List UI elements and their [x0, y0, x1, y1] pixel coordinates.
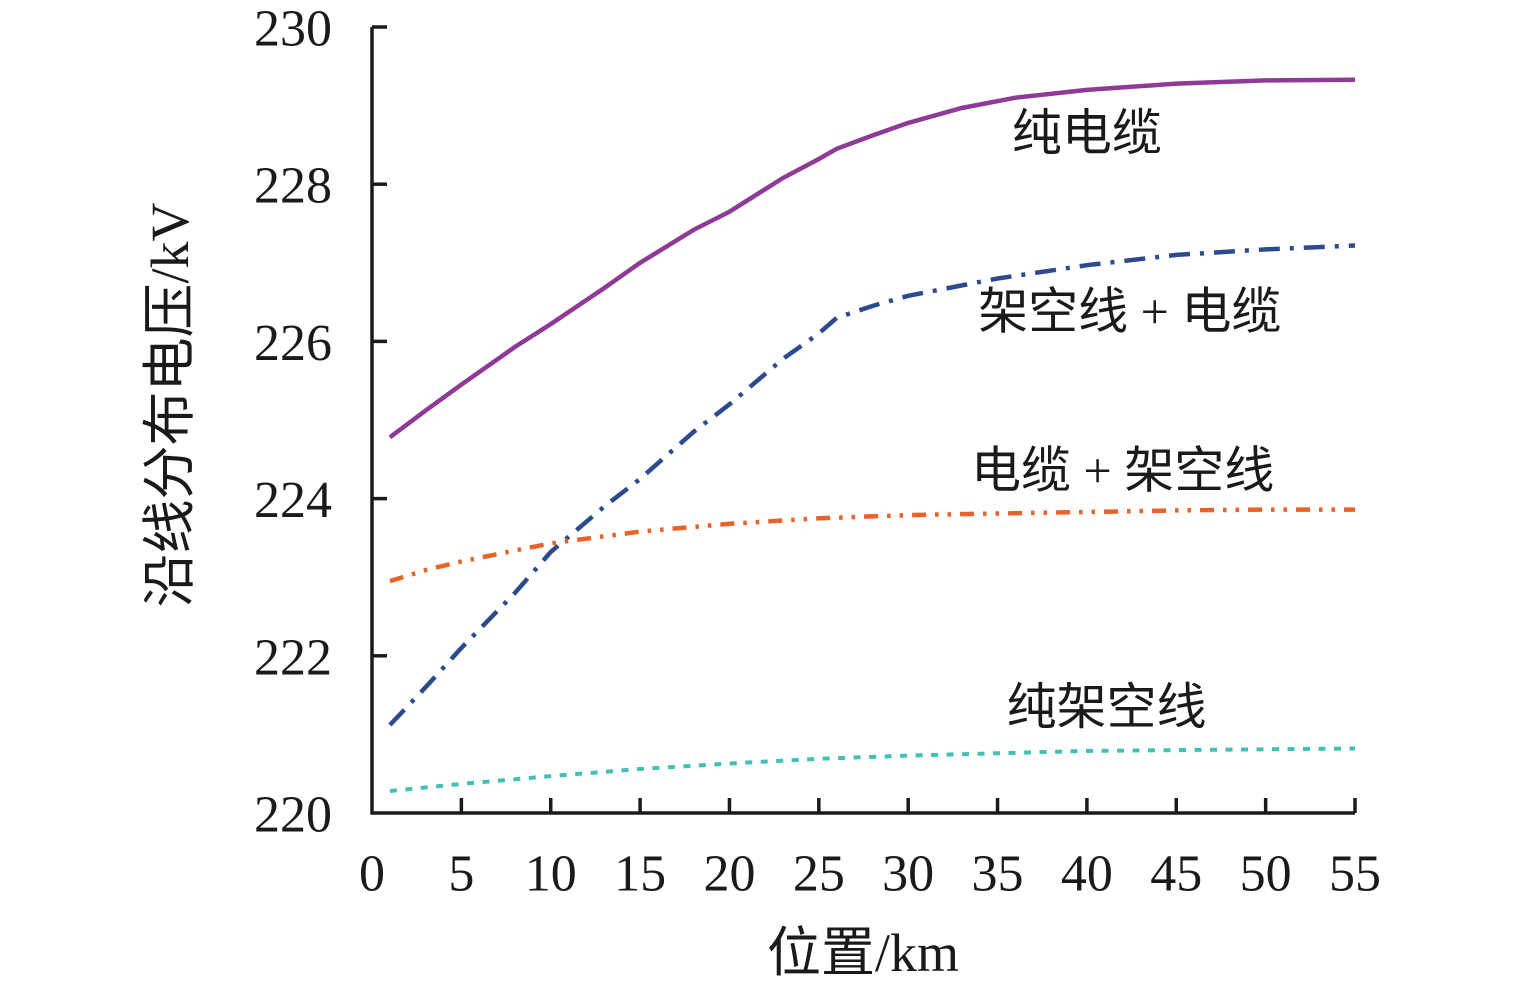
- y-tick-label: 230: [254, 1, 332, 58]
- x-tick-label: 20: [703, 846, 755, 903]
- x-axis-title: 位置/km: [767, 923, 959, 983]
- series-line-overhead-plus-cable: [388, 243, 1356, 727]
- x-tick-label: 15: [614, 846, 666, 903]
- series-line-pure-overhead: [389, 746, 1356, 793]
- y-tick-label: 228: [254, 158, 332, 215]
- y-tick-label: 224: [254, 472, 332, 529]
- x-tick-label: 35: [972, 846, 1024, 903]
- series-label-cable-plus-overhead: 电缆 + 架空线: [971, 442, 1274, 498]
- y-tick-label: 222: [254, 629, 332, 686]
- series-line-pure-cable: [388, 77, 1356, 440]
- x-tick-label: 40: [1061, 846, 1113, 903]
- x-tick-label: 0: [359, 846, 385, 903]
- series-label-overhead-plus-cable: 架空线 + 电缆: [978, 284, 1281, 340]
- series-line-cable-plus-overhead: [389, 507, 1355, 584]
- series-label-pure-overhead: 纯架空线: [1007, 679, 1207, 735]
- x-tick-label: 55: [1329, 846, 1381, 903]
- axes-spines: [370, 27, 1355, 815]
- x-tick-label: 25: [793, 846, 845, 903]
- x-tick-label: 30: [882, 846, 934, 903]
- x-tick-label: 45: [1150, 846, 1202, 903]
- x-tick-label: 5: [448, 846, 474, 903]
- series-label-pure-cable: 纯电缆: [1012, 105, 1162, 161]
- y-tick-label: 226: [254, 315, 332, 372]
- x-tick-label: 10: [525, 846, 577, 903]
- y-tick-label: 220: [254, 787, 332, 844]
- x-tick-label: 50: [1240, 846, 1292, 903]
- y-axis-title: 沿线分布电压/kV: [140, 202, 200, 607]
